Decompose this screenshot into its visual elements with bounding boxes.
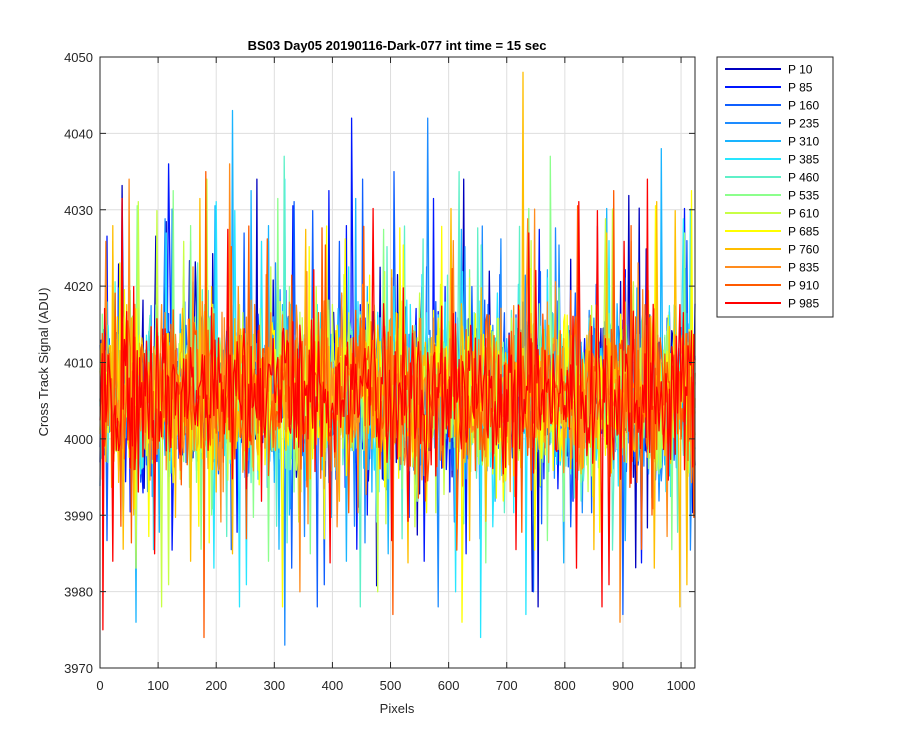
x-tick-label: 300 — [263, 678, 285, 693]
legend-entry-label: P 160 — [788, 99, 819, 113]
legend-entry-label: P 685 — [788, 225, 819, 239]
legend-entry-label: P 760 — [788, 243, 819, 257]
x-tick-label: 400 — [322, 678, 344, 693]
y-tick-label: 4030 — [64, 203, 93, 218]
y-tick-label: 3970 — [64, 661, 93, 676]
y-axis-label: Cross Track Signal (ADU) — [36, 288, 51, 437]
axes — [99, 56, 696, 669]
x-tick-label: 200 — [205, 678, 227, 693]
series-line — [99, 178, 696, 631]
legend-entry-label: P 610 — [788, 207, 819, 221]
chart-title: BS03 Day05 20190116-Dark-077 int time = … — [248, 38, 547, 53]
y-tick-label: 4000 — [64, 432, 93, 447]
legend-entry-label: P 535 — [788, 189, 819, 203]
x-axis-label: Pixels — [380, 701, 415, 716]
legend-entry-label: P 85 — [788, 81, 813, 95]
legend-entry-label: P 985 — [788, 297, 819, 311]
y-tick-label: 4020 — [64, 279, 93, 294]
legend-entry-label: P 235 — [788, 117, 819, 131]
x-tick-label: 0 — [96, 678, 103, 693]
x-tick-label: 900 — [612, 678, 634, 693]
x-tick-label: 1000 — [667, 678, 696, 693]
x-tick-labels: 0 100 200 300 400 500 600 700 800 900 1000 — [96, 678, 695, 693]
legend-entry-label: P 310 — [788, 135, 819, 149]
legend: P 10 P 85 P 160 P 235 P 310 P 385 P 460 P 535 P … — [716, 56, 834, 318]
x-tick-label: 600 — [438, 678, 460, 693]
legend-entry-label: P 910 — [788, 279, 819, 293]
y-tick-label: 4010 — [64, 356, 93, 371]
series-lines — [99, 71, 696, 646]
legend-entry-label: P 385 — [788, 153, 819, 167]
y-tick-labels: 3970 3980 3990 4000 4010 4020 4030 4040 4050 — [64, 50, 93, 676]
x-tick-label: 100 — [147, 678, 169, 693]
y-tick-label: 3990 — [64, 508, 93, 523]
legend-entry-label: P 835 — [788, 261, 819, 275]
x-tick-label: 500 — [380, 678, 402, 693]
legend-entry-label: P 460 — [788, 171, 819, 185]
y-tick-label: 4050 — [64, 50, 93, 65]
legend-box — [716, 56, 834, 318]
x-tick-label: 700 — [496, 678, 518, 693]
y-tick-label: 4040 — [64, 126, 93, 141]
legend-entry-label: P 10 — [788, 63, 813, 77]
y-tick-label: 3980 — [64, 585, 93, 600]
x-tick-label: 800 — [554, 678, 576, 693]
